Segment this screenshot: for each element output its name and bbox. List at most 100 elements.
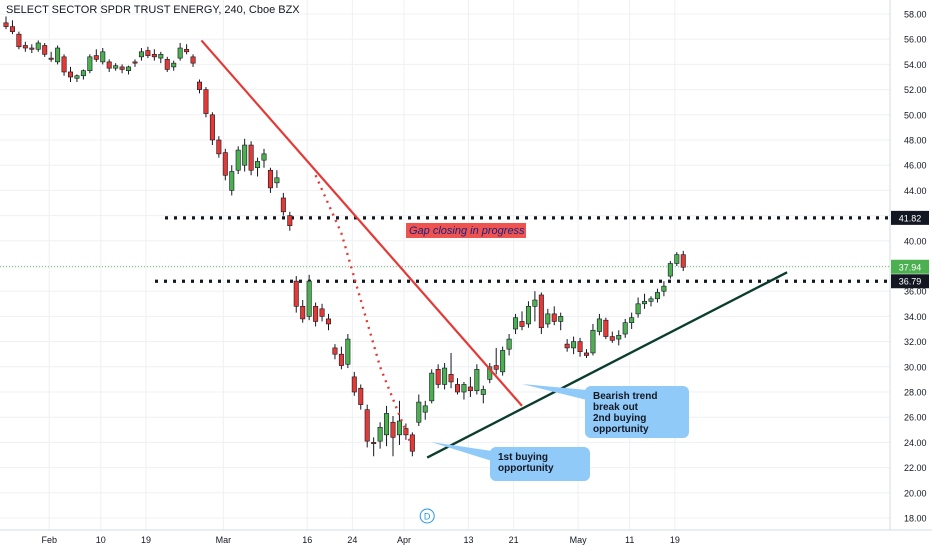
candle <box>396 400 402 445</box>
candle-body <box>138 51 144 58</box>
callout-first-buying-line: 1st buying <box>498 452 548 463</box>
candle-body <box>313 306 319 322</box>
price-tick-label: 44.00 <box>904 186 927 196</box>
candle-body <box>409 434 415 452</box>
candle-body <box>519 321 525 327</box>
candle <box>422 400 428 420</box>
price-tick-label: 46.00 <box>904 161 927 171</box>
candle <box>197 79 203 94</box>
candle-body <box>403 428 409 436</box>
candle-body <box>558 316 564 322</box>
candle-body <box>635 303 641 315</box>
candle <box>93 49 99 62</box>
candle <box>603 317 609 340</box>
time-tick-label: 19 <box>670 535 680 545</box>
candle-body <box>325 318 331 325</box>
candle <box>377 422 383 449</box>
candle-body <box>674 254 680 264</box>
candle-body <box>364 409 370 442</box>
candle-body <box>22 45 28 49</box>
candle-body <box>429 372 435 402</box>
candle-body <box>680 254 686 268</box>
time-tick-label: 16 <box>302 535 312 545</box>
candle <box>474 364 480 395</box>
candle <box>222 148 228 181</box>
time-tick-label: Apr <box>397 535 411 545</box>
candle-body <box>100 51 106 63</box>
candle <box>3 16 9 30</box>
candle <box>519 311 525 331</box>
current-price-badge-box <box>891 259 929 274</box>
candle-body <box>184 48 190 53</box>
candle-body <box>506 338 512 350</box>
candle-body <box>177 47 183 59</box>
candle <box>319 303 325 322</box>
candle <box>583 349 589 358</box>
candle <box>132 59 138 67</box>
candle <box>9 20 15 35</box>
candle <box>435 364 441 389</box>
candle-body <box>667 263 673 277</box>
candle-body <box>448 374 454 383</box>
candle-body <box>197 81 203 90</box>
time-tick-label: 11 <box>625 535 634 545</box>
candle-body <box>42 45 48 55</box>
candle-body <box>622 322 628 335</box>
candle-body <box>461 384 467 393</box>
price-tick-label: 30.00 <box>904 362 927 372</box>
candle <box>280 192 286 216</box>
price-tick-label: 58.00 <box>904 10 927 20</box>
candle-body <box>345 338 351 365</box>
candle <box>416 394 422 427</box>
candle-body <box>55 47 61 63</box>
candle <box>661 281 667 297</box>
candle-body <box>629 317 635 324</box>
candle <box>448 352 454 389</box>
candle-body <box>119 66 125 70</box>
candle <box>293 276 299 313</box>
candle-body <box>48 57 54 60</box>
callout-breakout-tail <box>522 384 587 400</box>
candle <box>642 293 648 309</box>
candle-body <box>661 285 667 292</box>
candle <box>590 323 596 356</box>
time-tick-label: 13 <box>463 535 473 545</box>
candle <box>29 44 35 54</box>
candle <box>145 46 151 59</box>
candle-body <box>377 426 383 442</box>
candle-body <box>164 59 170 70</box>
callout-breakout-line: Bearish trend <box>593 391 657 402</box>
candle-body <box>338 353 344 366</box>
candle <box>203 87 209 118</box>
candle <box>325 313 331 331</box>
candle <box>442 363 448 390</box>
candle-body <box>190 56 196 64</box>
price-tick-label: 36.00 <box>904 287 927 297</box>
candle <box>106 59 112 72</box>
candle-body <box>216 139 222 155</box>
candle <box>609 331 615 343</box>
candle <box>216 136 222 158</box>
candle <box>629 312 635 329</box>
time-tick-label: 10 <box>96 535 106 545</box>
candle-body <box>209 114 215 141</box>
candle <box>571 336 577 355</box>
candle <box>55 45 61 65</box>
candle <box>480 385 486 404</box>
candle <box>364 404 370 448</box>
candle-body <box>287 215 293 226</box>
candle-body <box>603 319 609 337</box>
gap-label-box <box>406 222 526 238</box>
candle <box>209 112 215 146</box>
time-axis-panel[interactable] <box>0 530 932 550</box>
candle <box>345 334 351 369</box>
price-tick-label: 22.00 <box>904 463 927 473</box>
candle-body <box>396 420 402 436</box>
candle-body <box>493 365 499 370</box>
price-tick-label: 26.00 <box>904 413 927 423</box>
candle-body <box>513 317 519 330</box>
candle-body <box>29 47 35 50</box>
candle <box>680 250 686 272</box>
